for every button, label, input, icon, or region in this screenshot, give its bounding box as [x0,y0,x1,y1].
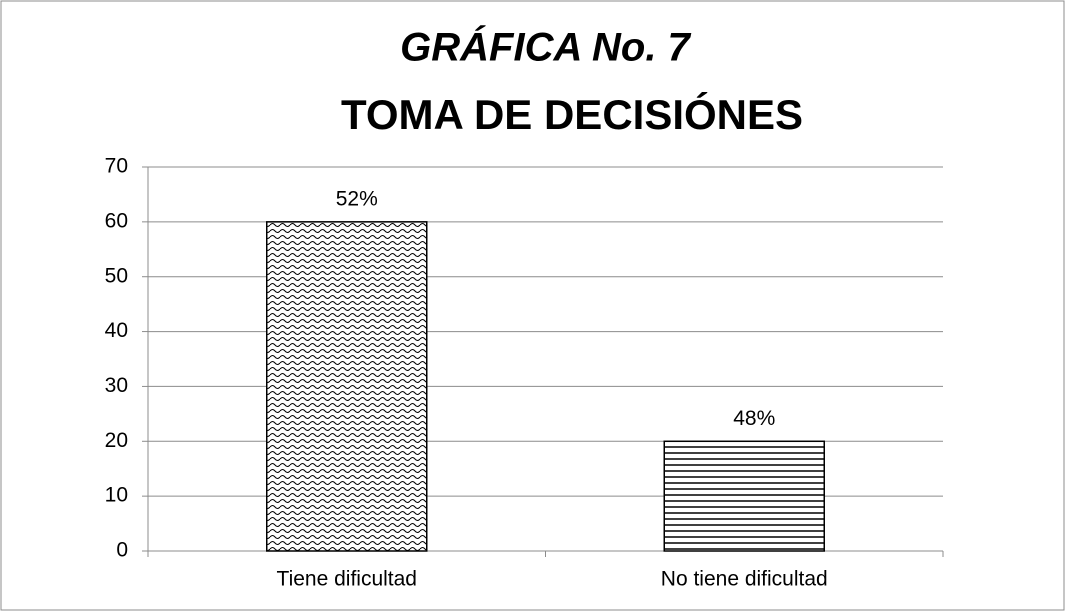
y-tick-label: 30 [105,374,128,397]
y-tick-label: 60 [105,209,128,232]
y-tick-label: 0 [116,539,128,562]
annotation: 48% [733,407,775,430]
x-tick-label: Tiene dificultad [277,568,417,591]
y-tick-label: 10 [105,484,128,507]
bar [266,221,428,552]
y-tick-label: 20 [105,429,128,452]
x-tick-label: No tiene dificultad [661,568,828,591]
y-tick-label: 70 [105,155,128,178]
y-tick-label: 50 [105,264,128,287]
chart-title: GRÁFICA No. 7 [400,25,691,70]
annotation: 52% [336,187,378,210]
bar [663,440,825,552]
y-tick-label: 40 [105,319,128,342]
chart-subtitle: TOMA DE DECISIÓNES [341,90,803,138]
